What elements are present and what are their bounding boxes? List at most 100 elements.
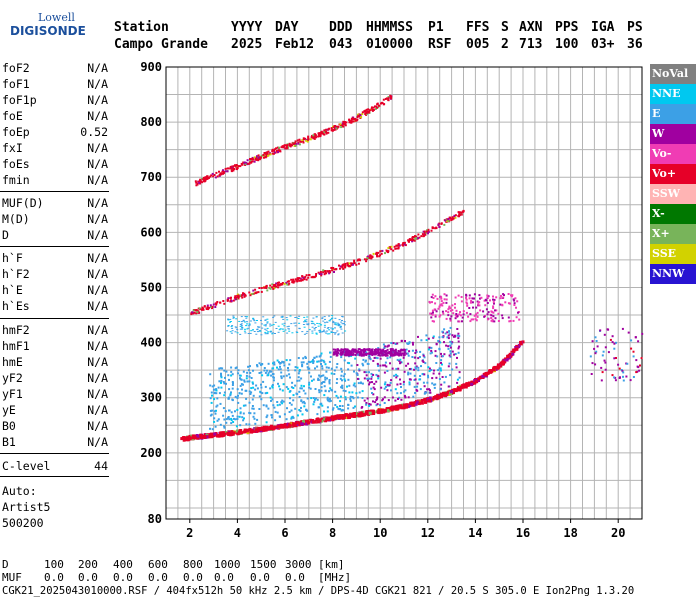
spread-echo-point <box>312 397 315 399</box>
trace-point <box>423 398 427 402</box>
spread-echo-point <box>338 319 341 321</box>
spread-echo-point <box>440 297 443 300</box>
spread-echo-point <box>231 373 234 376</box>
spread-echo-point <box>312 322 315 324</box>
spread-echo-point <box>394 388 397 391</box>
trace-point <box>394 247 397 250</box>
spread-echo-point <box>350 352 353 355</box>
spread-echo-point <box>222 407 225 410</box>
spread-echo-point <box>406 342 409 345</box>
spread-echo-point <box>286 332 289 334</box>
spread-echo-point <box>352 352 355 355</box>
header-day-value: Feb12 <box>275 37 315 52</box>
trace-point <box>434 227 437 230</box>
spread-echo-point <box>290 417 293 420</box>
param-value: N/A <box>87 299 108 313</box>
spread-echo-point <box>224 376 226 379</box>
spread-echo-point <box>389 381 392 384</box>
trace-point <box>301 278 304 281</box>
spread-echo-point <box>283 325 286 327</box>
spread-echo-point <box>308 329 311 331</box>
spread-echo-point <box>340 367 343 370</box>
spread-echo-point <box>442 301 445 304</box>
spread-echo-point <box>313 356 316 359</box>
spread-echo-point <box>423 392 426 395</box>
spread-echo-point <box>322 374 325 377</box>
spread-echo-point <box>282 383 285 386</box>
trace-point <box>311 135 313 138</box>
spread-echo-point <box>459 314 462 317</box>
trace-point <box>212 303 215 306</box>
spread-echo-point <box>390 352 393 355</box>
trace-point <box>212 175 215 178</box>
trace-point <box>462 209 465 212</box>
trace-point <box>229 166 232 168</box>
spread-echo-point <box>382 398 384 401</box>
trace-point <box>317 135 320 138</box>
spread-echo-point <box>296 332 299 333</box>
spread-echo-point <box>347 407 350 410</box>
param-row: foEs N/A <box>2 156 108 172</box>
trace-point <box>229 300 232 303</box>
spread-echo-point <box>275 328 278 329</box>
spread-echo-point <box>436 297 439 300</box>
spread-echo-point <box>220 376 223 379</box>
trace-point <box>340 416 343 419</box>
spread-echo-point <box>231 327 234 329</box>
spread-echo-point <box>209 414 212 417</box>
spread-echo-point <box>414 352 417 354</box>
trace-point <box>439 393 443 397</box>
param-row: foF2 N/A <box>2 60 108 76</box>
spread-echo-point <box>252 329 254 331</box>
spread-echo-point <box>428 388 430 391</box>
spread-echo-point <box>328 398 331 400</box>
isolated-echo-point <box>618 377 621 379</box>
trace-point <box>368 256 371 259</box>
trace-point <box>380 252 383 255</box>
trace-point <box>304 137 307 140</box>
trace-point <box>248 291 251 294</box>
trace-point <box>359 114 362 117</box>
trace-point <box>191 311 194 314</box>
spread-echo-point <box>277 382 279 385</box>
trace-point <box>486 371 490 375</box>
spread-echo-point <box>473 314 476 317</box>
trace-point <box>315 136 317 139</box>
trace-point <box>201 308 204 311</box>
trace-point <box>361 111 364 114</box>
trace-point <box>359 414 363 418</box>
spread-echo-point <box>227 374 230 377</box>
spread-echo-point <box>307 360 310 363</box>
trace-point <box>424 233 427 236</box>
spread-echo-point <box>329 399 332 402</box>
trace-point <box>397 246 400 249</box>
spread-echo-point <box>230 370 233 373</box>
trace-point <box>265 426 269 430</box>
spread-echo-point <box>261 363 264 365</box>
spread-echo-point <box>341 316 344 318</box>
spread-echo-point <box>270 399 272 402</box>
spread-echo-point <box>430 369 433 371</box>
legend-item-vo-plus: Vo+ <box>650 164 696 184</box>
trace-point <box>254 292 257 295</box>
spread-echo-point <box>426 388 429 391</box>
spread-echo-point <box>232 316 235 318</box>
spread-echo-point <box>337 325 340 327</box>
spread-echo-point <box>434 354 437 357</box>
spread-echo-point <box>425 339 428 342</box>
spread-echo-point <box>397 367 400 370</box>
trace-point <box>353 261 356 264</box>
footer-muf-value: 0.0 <box>250 571 270 584</box>
trace-point <box>417 233 420 236</box>
spread-echo-point <box>303 402 306 405</box>
trace-point <box>283 282 286 285</box>
header-pps-value: 100 <box>555 37 579 52</box>
spread-echo-point <box>294 317 297 318</box>
spread-echo-point <box>258 395 261 398</box>
isolated-echo-point <box>625 362 628 365</box>
spread-echo-point <box>282 400 285 403</box>
trace-point <box>199 433 203 437</box>
trace-point <box>412 403 416 407</box>
spread-echo-point <box>266 414 269 417</box>
spread-echo-point <box>230 417 233 420</box>
